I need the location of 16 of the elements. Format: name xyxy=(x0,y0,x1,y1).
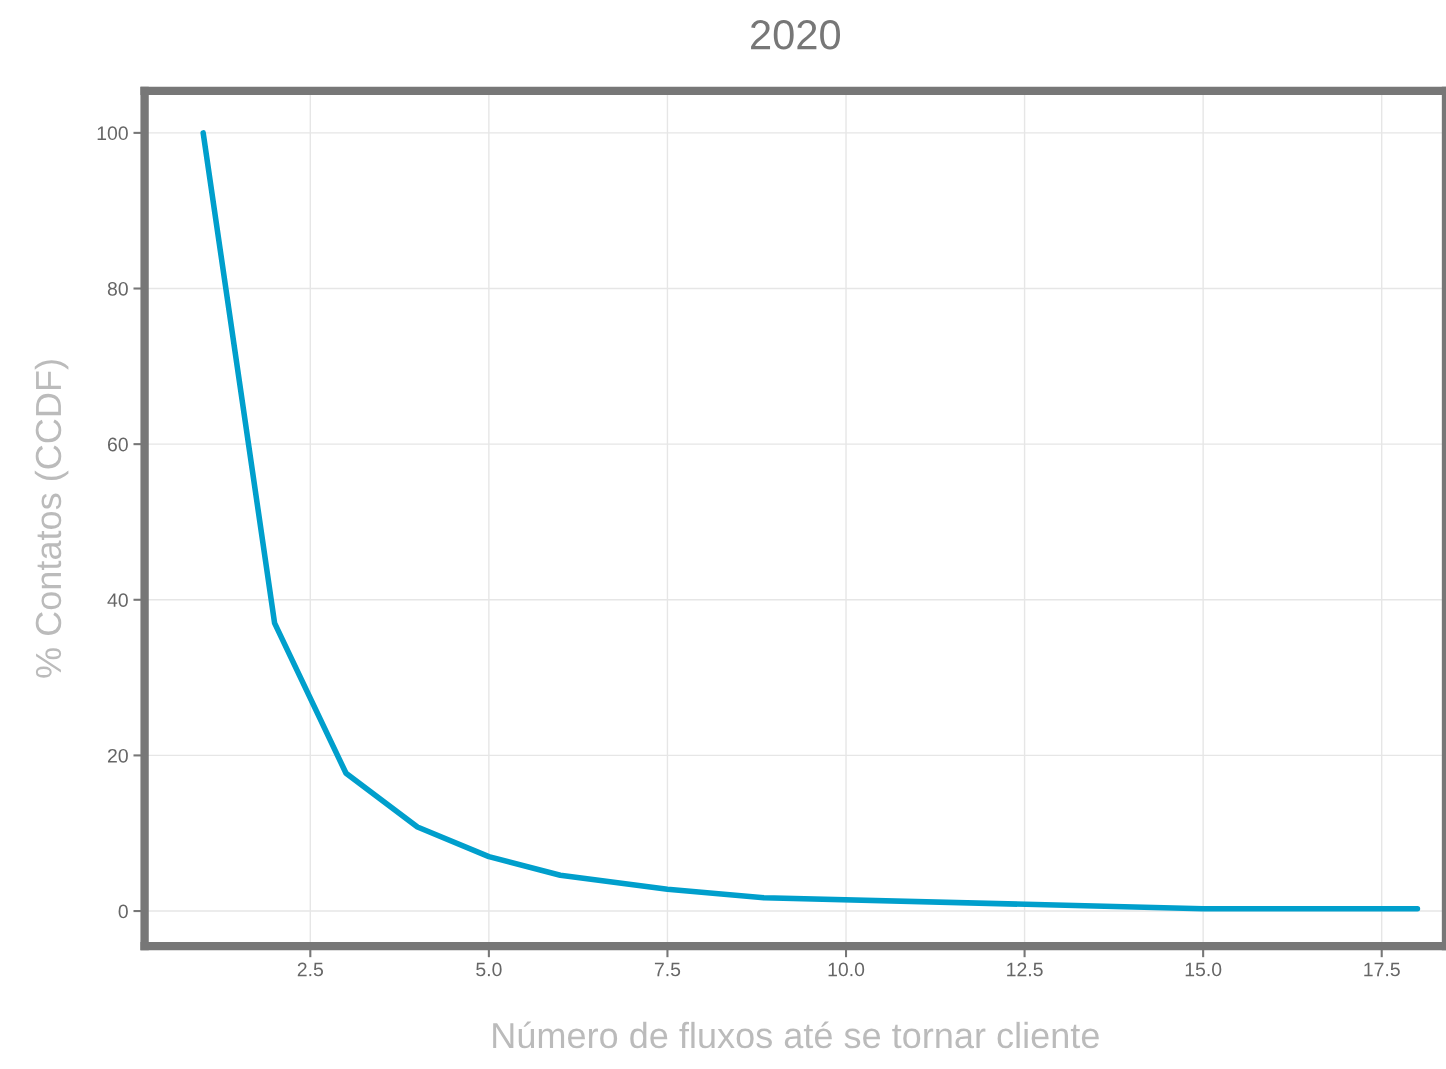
chart-title: 2020 xyxy=(751,20,841,50)
x-tick-label: 15.0 xyxy=(1185,962,1222,977)
x-tick-label: 7.5 xyxy=(654,962,681,977)
y-tick-label: 0 xyxy=(118,904,128,919)
y-axis-title: % Contatos (CCDF) xyxy=(34,360,69,678)
x-tick-label: 10.0 xyxy=(828,962,865,977)
x-tick-label: 12.5 xyxy=(1007,962,1043,977)
y-tick-label: 40 xyxy=(107,593,128,608)
x-tick-label: 2.5 xyxy=(297,962,324,977)
y-tick-label: 100 xyxy=(97,126,128,141)
x-tick-label: 5.0 xyxy=(476,962,502,977)
y-tick-label: 20 xyxy=(107,748,128,763)
x-tick-label: 17.5 xyxy=(1364,962,1400,977)
y-tick-label: 60 xyxy=(107,437,128,452)
y-tick-label: 80 xyxy=(107,281,128,296)
x-axis-title: Número de fluxos até se tornar cliente xyxy=(493,1021,1099,1049)
